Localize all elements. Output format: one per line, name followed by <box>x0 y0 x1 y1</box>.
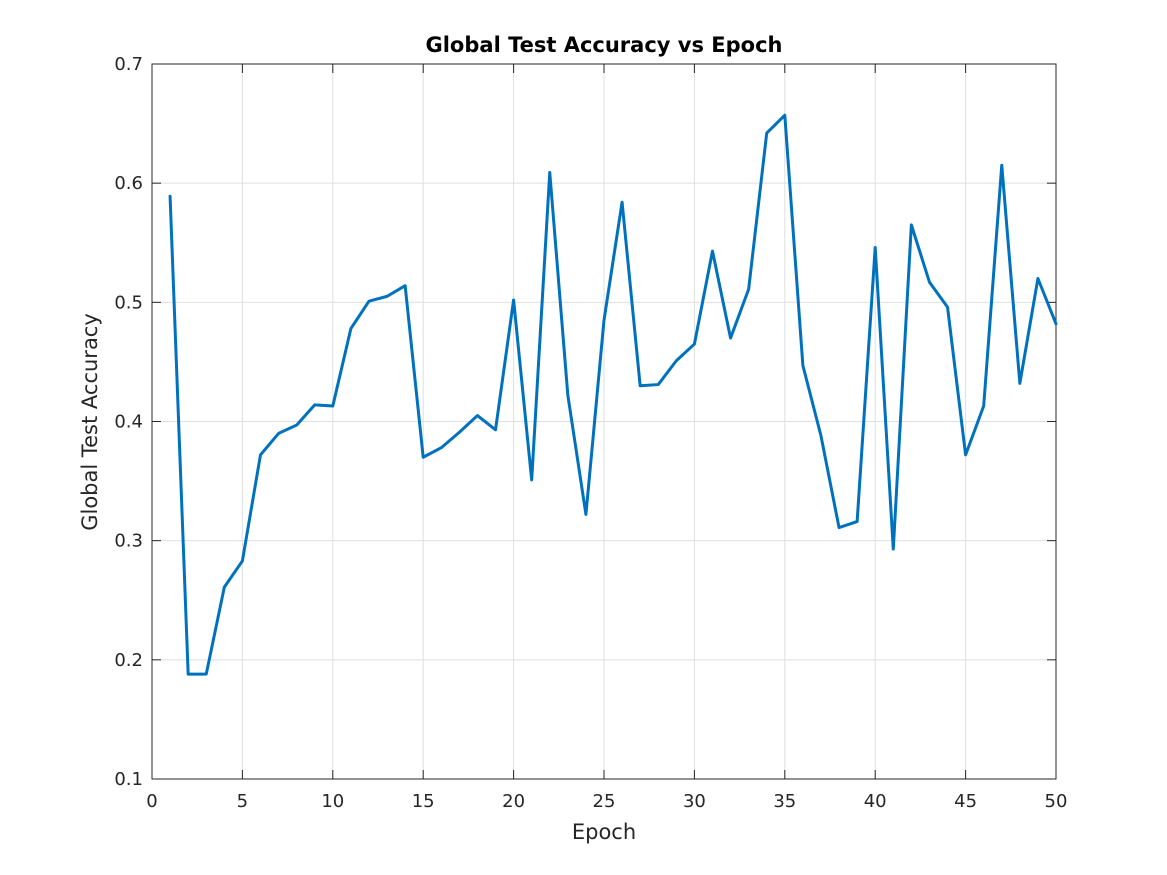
x-tick-label: 25 <box>593 791 616 812</box>
x-tick-label: 30 <box>683 791 706 812</box>
x-tick-label: 40 <box>864 791 887 812</box>
y-tick-labels: 0.1 0.2 0.3 0.4 0.5 0.6 0.7 <box>114 54 143 790</box>
y-tick-label: 0.6 <box>114 173 143 194</box>
y-tick-label: 0.5 <box>114 292 143 313</box>
x-tick-labels: 0 5 10 15 20 25 30 35 40 45 50 <box>146 791 1067 812</box>
x-tick-label: 0 <box>146 791 157 812</box>
y-tick-label: 0.4 <box>114 412 143 433</box>
series-layer <box>168 113 1058 676</box>
series-line <box>168 113 1058 676</box>
x-tick-label: 35 <box>773 791 796 812</box>
x-tick-label: 10 <box>321 791 344 812</box>
y-axis-label: Global Test Accuracy <box>78 313 102 531</box>
x-tick-label: 50 <box>1045 791 1068 812</box>
y-tick-label: 0.7 <box>114 54 143 75</box>
y-tick-label: 0.2 <box>114 650 143 671</box>
y-tick-label: 0.1 <box>114 769 143 790</box>
x-axis-label: Epoch <box>572 820 636 844</box>
x-tick-label: 5 <box>237 791 248 812</box>
chart-title: Global Test Accuracy vs Epoch <box>426 33 783 57</box>
x-tick-label: 45 <box>954 791 977 812</box>
y-tick-label: 0.3 <box>114 531 143 552</box>
x-tick-label: 20 <box>502 791 525 812</box>
ticks <box>151 63 1057 780</box>
x-tick-label: 15 <box>412 791 435 812</box>
